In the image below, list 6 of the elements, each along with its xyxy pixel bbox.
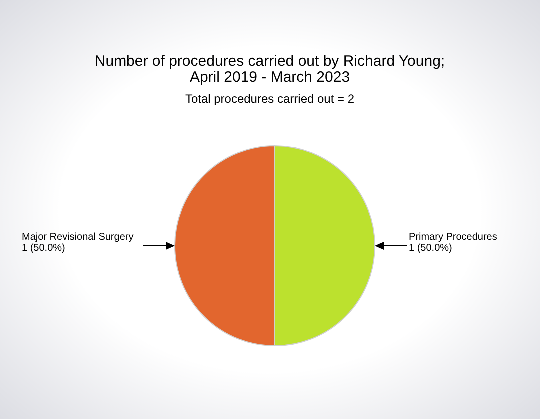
chart-subtitle: Total procedures carried out = 2	[185, 92, 355, 106]
data-label: 1 (50.0%)	[22, 243, 66, 254]
slice-label: Primary Procedures	[409, 232, 498, 243]
data-label: 1 (50.0%)	[409, 243, 452, 254]
chart-title: Number of procedures carried out by Richard Young; April 2019 - March 2023	[94, 53, 446, 86]
slice-label: Major Revisional Surgery	[22, 232, 134, 243]
